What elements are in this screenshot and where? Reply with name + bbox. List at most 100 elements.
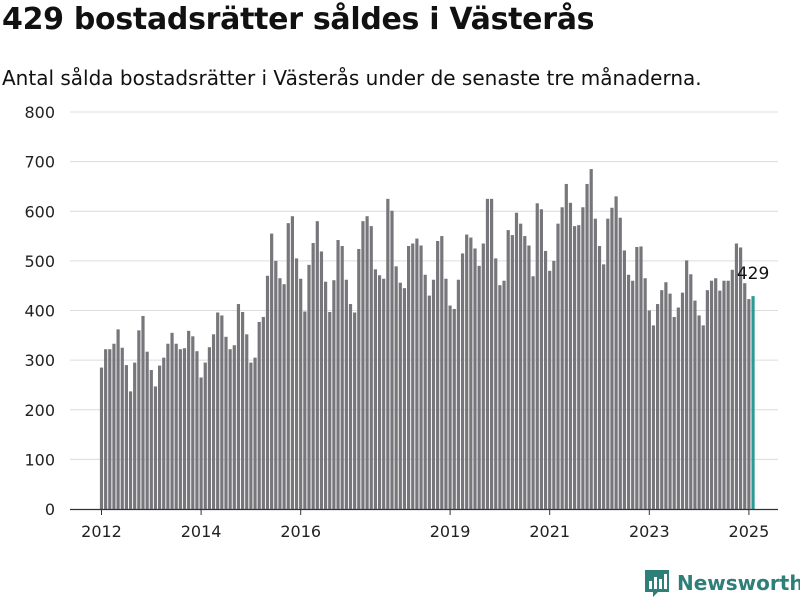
bar [319,251,324,510]
bar [224,336,228,509]
bar [407,245,411,510]
bar [253,357,257,509]
bar [585,183,589,510]
bar [556,223,560,509]
bar [315,221,319,510]
bar [128,391,133,509]
x-tick-label: 2025 [729,522,770,541]
bar [635,246,639,510]
bar [614,196,618,510]
bar [182,348,187,509]
bar [220,315,224,509]
bar [411,243,415,509]
bar [332,280,336,509]
bar [261,316,265,509]
bar [99,367,104,509]
bar [656,304,660,509]
bar [170,332,174,509]
bar [299,278,303,509]
bar [531,276,535,509]
chart-subtitle: Antal sålda bostadsrätter i Västerås und… [2,66,702,90]
y-tick-label: 300 [24,351,55,370]
bar [739,247,743,509]
bar [589,169,593,509]
bar [597,245,602,510]
bar [730,269,734,509]
bar [207,347,211,509]
x-axis: 2012 2014 2016 2019 2021 2023 2025 [70,508,778,541]
bar [539,209,543,509]
x-tick-label: 2014 [181,522,222,541]
bar [282,284,286,509]
bar [386,198,390,509]
bar [626,274,631,509]
bar [718,290,722,509]
bar [195,351,199,509]
bar [294,258,299,509]
bar [382,278,386,509]
bar [174,343,178,509]
bar [398,282,402,509]
y-tick-label: 700 [24,153,55,172]
bar [328,311,332,509]
bar [232,345,236,509]
bar [543,250,548,509]
bar [257,321,261,509]
bar [685,260,689,509]
bar-latest [751,296,755,509]
bar [647,310,651,509]
bar [527,245,531,509]
newsworthy-logo-icon [645,570,669,597]
bar [236,304,241,509]
bar [473,248,477,509]
bar [523,236,527,509]
bar [361,221,365,510]
bar [373,269,377,509]
bar [448,305,452,509]
x-tick-label: 2023 [629,522,670,541]
bar [689,274,693,509]
bar [390,210,394,509]
bar [153,386,158,509]
bar [203,362,207,509]
bar [365,216,369,509]
bar [577,225,581,509]
bar [187,330,191,509]
bar [564,183,568,510]
bar [672,316,676,509]
bar [431,279,436,509]
bar [593,218,597,509]
bar [701,325,705,509]
bar [606,218,610,509]
bar [498,285,502,509]
bar [353,312,357,509]
bar [427,295,431,509]
bar [241,311,245,509]
bar [726,280,730,509]
bar [581,207,585,509]
bar [112,343,116,509]
bar [357,248,361,509]
bar [444,278,448,509]
bar [506,230,510,510]
bar [394,266,398,509]
bar-series: 429 [99,169,769,510]
bar [178,349,182,509]
bar [270,233,274,510]
bar [307,264,311,509]
y-tick-label: 500 [24,252,55,271]
bar [709,280,714,509]
bar [552,260,556,509]
bar [456,279,460,509]
bar [249,362,253,509]
bar [286,223,290,509]
bar [490,198,494,509]
bar [402,288,407,509]
latest-value-label: 429 [737,264,769,284]
bar [680,292,685,509]
y-tick-label: 800 [24,103,55,122]
bar [519,223,523,509]
y-tick-label: 0 [45,500,55,519]
bar [311,243,315,509]
bar [440,236,444,509]
